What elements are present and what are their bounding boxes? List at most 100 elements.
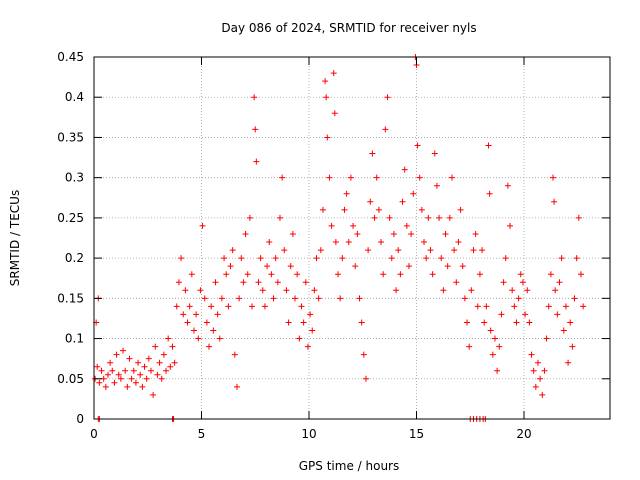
data-point [276,214,283,221]
data-point [345,239,352,246]
data-point [238,255,245,262]
data-point [227,263,234,270]
data-point [201,295,208,302]
data-point [511,303,518,310]
y-tick-label: 0.45 [57,50,84,64]
data-point [571,295,578,302]
data-point [283,287,290,294]
data-point [504,182,511,189]
data-point [382,126,389,133]
data-point [522,311,529,318]
y-tick-label: 0.1 [65,332,84,346]
data-point [416,174,423,181]
data-point [575,214,582,221]
data-point [470,247,477,254]
data-point [326,174,333,181]
data-point [313,255,320,262]
data-point [565,359,572,366]
data-point [160,351,167,358]
data-point [115,371,122,378]
data-point [229,247,236,254]
data-point [145,355,152,362]
data-point [530,367,537,374]
data-point [167,363,174,370]
data-point [543,335,550,342]
y-tick-label: 0.3 [65,171,84,185]
data-point [147,367,154,374]
data-point [253,158,260,165]
data-point [440,287,447,294]
data-point [393,287,400,294]
data-point [436,214,443,221]
data-point [489,351,496,358]
data-point [509,287,516,294]
data-point [335,271,342,278]
data-point [304,343,311,350]
data-point [298,303,305,310]
data-point [113,351,120,358]
data-point [352,263,359,270]
data-point [231,351,238,358]
data-point [388,255,395,262]
data-point [120,347,127,354]
data-point [517,271,524,278]
data-point [218,295,225,302]
data-point [255,279,262,286]
data-point [195,335,202,342]
data-point [249,303,256,310]
data-point [365,247,372,254]
data-point [418,206,425,213]
data-point [457,206,464,213]
data-point [459,263,466,270]
data-point [242,230,249,237]
data-point [287,263,294,270]
y-tick-label: 0 [76,412,84,426]
data-point [317,247,324,254]
data-point [158,375,165,382]
data-point [399,198,406,205]
data-point [429,271,436,278]
data-point [203,319,210,326]
axis-ticks: 0 0.05 0.1 0.15 0.2 0.25 0.3 0.35 0.4 0.45 0 5 10 15 2… [57,50,610,441]
data-point [494,367,501,374]
data-point [152,343,159,350]
data-point [537,375,544,382]
data-point [139,383,146,390]
data-point [577,271,584,278]
data-point [367,198,374,205]
data-point [356,295,363,302]
data-point [197,287,204,294]
data-point [380,271,387,278]
data-point [104,371,111,378]
data-point [223,271,230,278]
x-tick-label: 10 [301,427,316,441]
data-point [395,247,402,254]
data-point [331,110,338,117]
data-point [580,303,587,310]
data-point [208,303,215,310]
data-point [236,295,243,302]
data-point [266,239,273,246]
data-point [551,198,558,205]
data-point [455,239,462,246]
data-point [180,311,187,318]
data-point [486,190,493,197]
data-point [425,214,432,221]
data-point [373,174,380,181]
data-point [560,327,567,334]
data-point [337,295,344,302]
data-point [322,78,329,85]
data-point [550,174,557,181]
data-point [309,327,316,334]
data-point [165,335,172,342]
data-point [292,295,299,302]
data-point [481,319,488,326]
data-point [421,239,428,246]
data-point [539,391,546,398]
data-point [401,166,408,173]
data-point [343,190,350,197]
data-point [496,343,503,350]
data-point [502,255,509,262]
data-point [132,379,139,386]
